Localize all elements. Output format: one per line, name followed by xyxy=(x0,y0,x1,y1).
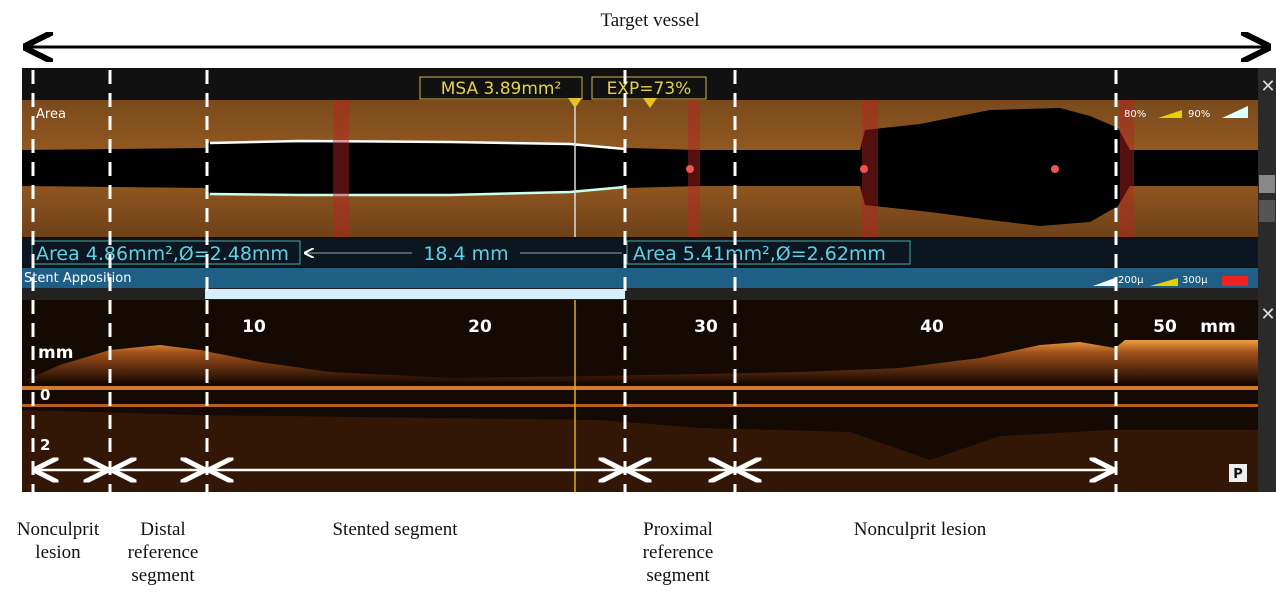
legend-swatch xyxy=(1158,110,1182,118)
legend-swatch xyxy=(1150,278,1178,286)
proximal-measure: Area 5.41mm²,Ø=2.62mm xyxy=(633,243,886,265)
legend-label: 300µ xyxy=(1182,275,1208,286)
length-tick: 50 xyxy=(1153,317,1177,337)
stent-length: 18.4 mm xyxy=(423,243,508,265)
close-icon[interactable]: ✕ xyxy=(1260,304,1275,325)
close-icon[interactable]: ✕ xyxy=(1260,76,1275,97)
exp-pointer xyxy=(643,98,657,108)
proximal-box xyxy=(626,240,911,265)
marker-band xyxy=(862,100,878,237)
exp-text: EXP=73% xyxy=(607,79,692,99)
stent-bar xyxy=(205,289,625,299)
segment-label: Stented segment xyxy=(332,519,458,540)
header-title: Target vessel xyxy=(600,10,699,31)
marker-band xyxy=(333,100,349,237)
legend-label: 80% xyxy=(1124,109,1146,120)
depth-tick: 0 xyxy=(40,386,50,404)
lumen-profile xyxy=(22,108,1258,226)
vessel-wall xyxy=(22,340,1258,382)
segment-label: Nonculprit lesion xyxy=(853,519,987,540)
length-tick: 20 xyxy=(468,317,492,337)
p-button-label[interactable]: P xyxy=(1233,467,1243,482)
legend-swatch xyxy=(1222,276,1248,286)
marker-dot xyxy=(686,165,694,173)
marker-dot xyxy=(860,165,868,173)
legend-label: 200µ xyxy=(1118,275,1144,286)
measurement-row xyxy=(22,239,1258,266)
catheter-line xyxy=(22,404,1258,407)
length-tick: 30 xyxy=(694,317,718,337)
tool-button[interactable] xyxy=(1259,175,1275,193)
distal-box xyxy=(31,240,301,265)
stent-contour xyxy=(209,139,626,151)
length-tick: 40 xyxy=(920,317,944,337)
length-unit: mm xyxy=(1200,317,1235,337)
segment-label: Proximal reference segment xyxy=(642,519,714,586)
p-button[interactable] xyxy=(1229,464,1247,482)
length-tick: 10 xyxy=(242,317,266,337)
catheter-line xyxy=(22,386,1258,390)
apposition-panel xyxy=(22,268,1258,288)
segment-dividers xyxy=(31,70,1118,492)
msa-box xyxy=(419,76,583,100)
tool-button[interactable] xyxy=(1259,200,1275,222)
side-toolbar xyxy=(1258,68,1276,492)
legend-label: 90% xyxy=(1188,109,1210,120)
legend-swatch xyxy=(1093,278,1115,286)
msa-text: MSA 3.89mm² xyxy=(441,79,562,99)
apposition-label: Stent Apposition xyxy=(24,271,131,286)
stent-contour xyxy=(209,185,626,197)
marker-band xyxy=(1120,100,1134,237)
segment-label: Nonculprit lesion xyxy=(16,519,100,563)
distal-measure: Area 4.86mm²,Ø=2.48mm xyxy=(36,243,289,265)
depth-unit: mm xyxy=(38,343,73,363)
segment-label: Distal reference segment xyxy=(127,519,199,586)
msa-pointer xyxy=(568,98,582,108)
legend-swatch xyxy=(1222,106,1248,118)
marker-dot xyxy=(1051,165,1059,173)
marker-band xyxy=(688,100,700,237)
area-label: Area xyxy=(36,107,66,122)
depth-tick: 2 xyxy=(40,436,50,454)
